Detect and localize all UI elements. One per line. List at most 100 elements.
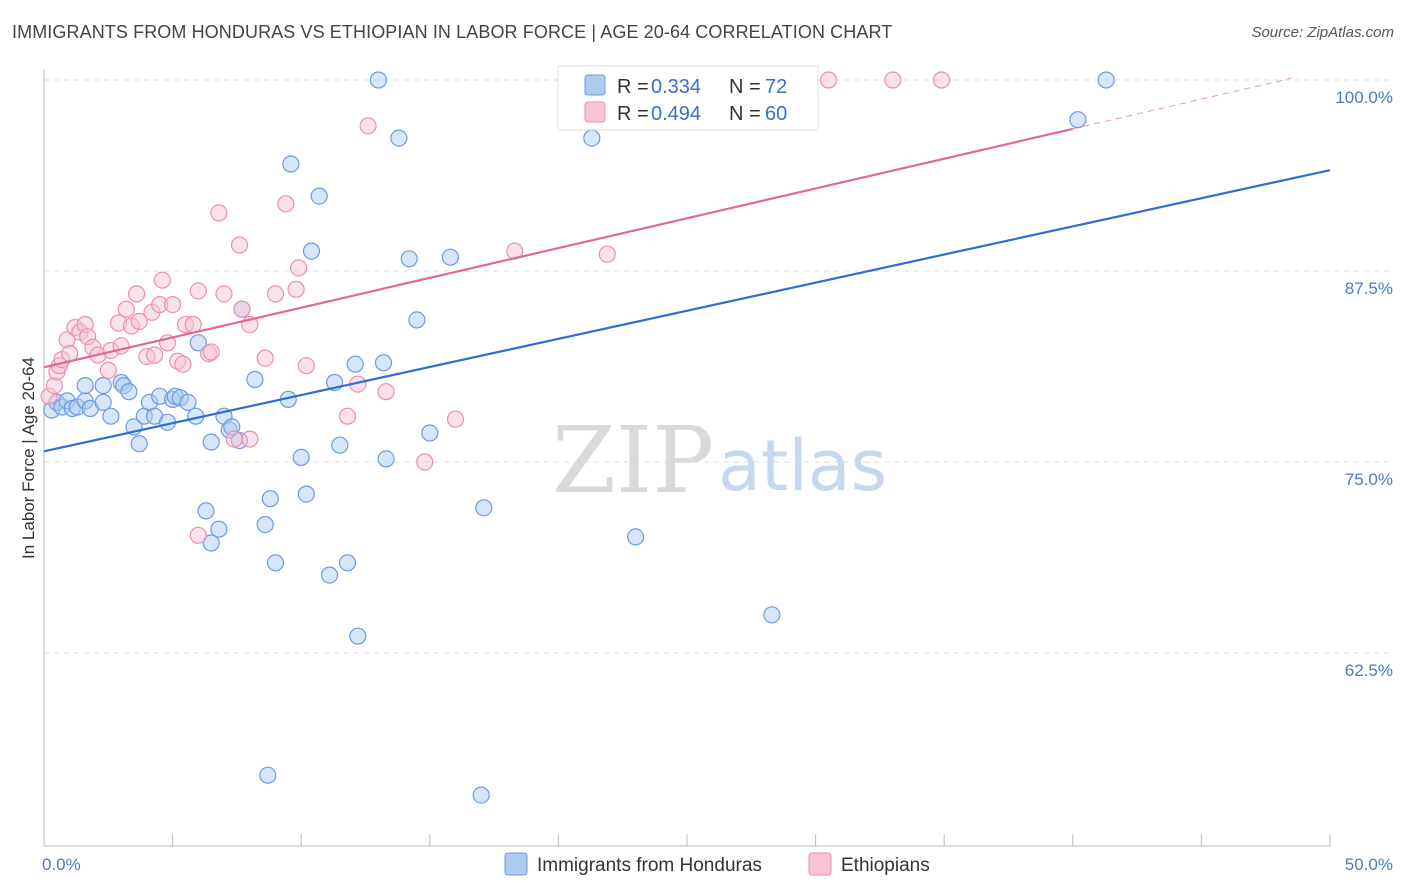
legend-r-value-honduras: 0.334 (651, 76, 701, 98)
y-tick-label-2: 75.0% (1345, 470, 1393, 489)
trend-line-ethiopians-extension (1072, 77, 1292, 130)
honduras-point-55 (374, 354, 393, 372)
y-tick-labels: 100.0% 87.5% 75.0% 62.5% (1335, 88, 1393, 680)
honduras-point-46 (302, 242, 321, 260)
series-legend-label-ethiopians: Ethiopians (841, 855, 930, 876)
ethiopians-point-33 (189, 526, 207, 544)
honduras-point-69 (763, 606, 781, 624)
ethiopians-point-25 (153, 271, 171, 289)
ethiopians-point-56 (598, 245, 616, 263)
honduras-point-28 (197, 502, 215, 520)
x-tick-label-0: 0.0% (42, 855, 81, 874)
honduras-point-9 (94, 377, 112, 395)
ethiopians-point-44 (266, 285, 285, 303)
series-legend-swatch-ethiopians (808, 852, 832, 876)
watermark-atlas: atlas (718, 425, 887, 507)
honduras-point-50 (331, 436, 349, 454)
honduras-point-54 (369, 71, 387, 89)
ethiopians-point-37 (215, 285, 233, 303)
honduras-point-64 (583, 129, 601, 147)
honduras-point-59 (408, 311, 426, 329)
honduras-point-40 (261, 490, 279, 508)
ethiopians-point-32 (189, 282, 207, 300)
ethiopians-point-49 (338, 407, 357, 425)
ethiopians-point-59 (932, 71, 951, 89)
series-legend-swatch-honduras (504, 852, 528, 876)
honduras-point-71 (1097, 71, 1115, 89)
honduras-point-16 (130, 435, 148, 453)
ethiopians-point-57 (819, 71, 838, 89)
y-tick-label-3: 62.5% (1345, 661, 1393, 680)
honduras-point-61 (441, 248, 459, 266)
honduras-point-53 (349, 627, 367, 645)
ethiopians-point-36 (210, 204, 228, 222)
series-legend-label-honduras: Immigrants from Honduras (537, 855, 762, 876)
ethiopians-point-1 (45, 377, 63, 395)
ethiopians-point-51 (359, 117, 377, 135)
legend-n-label-ethiopians: N = (729, 103, 761, 125)
trend-lines (43, 77, 1331, 453)
honduras-point-39 (259, 766, 277, 784)
legend-swatch-honduras (584, 74, 606, 96)
ethiopians-point-27 (164, 296, 182, 314)
source-label: Source: ZipAtlas.com (1251, 24, 1394, 41)
honduras-point-48 (320, 566, 339, 584)
ethiopians-point-17 (117, 300, 135, 318)
ethiopians-point-35 (202, 343, 220, 361)
x-tick-labels: 0.0% 50.0% (42, 855, 1393, 874)
watermark-zip: ZIP (552, 407, 714, 514)
honduras-point-38 (256, 515, 274, 534)
ethiopians-point-39 (230, 236, 249, 254)
ethiopians-point-48 (297, 357, 315, 375)
legend-n-label-honduras: N = (729, 76, 761, 98)
honduras-point-63 (475, 499, 493, 517)
ethiopians-point-52 (377, 383, 395, 401)
honduras-point-62 (472, 786, 490, 804)
ethiopians-point-31 (184, 315, 202, 334)
honduras-point-60 (421, 424, 439, 442)
y-axis-label: In Labor Force | Age 20-64 (19, 357, 38, 559)
legend-n-value-ethiopians: 60 (765, 103, 787, 125)
honduras-point-25 (179, 393, 197, 411)
ethiopians-point-43 (256, 349, 274, 367)
y-tick-label-1: 87.5% (1345, 279, 1393, 298)
honduras-point-52 (346, 355, 364, 373)
ethiopians-point-53 (416, 453, 434, 471)
ethiopians-point-54 (446, 410, 465, 428)
honduras-point-58 (400, 250, 418, 268)
ethiopians-point-47 (290, 259, 308, 277)
legend-n-value-honduras: 72 (765, 76, 787, 98)
honduras-point-29 (202, 534, 220, 552)
series-legend: Immigrants from Honduras Ethiopians (504, 852, 930, 876)
ethiopians-point-13 (99, 361, 117, 379)
ethiopians-point-45 (277, 195, 295, 213)
correlation-legend: R = 0.334 N = 72 R = 0.494 N = 60 (557, 65, 819, 131)
legend-r-value-ethiopians: 0.494 (651, 103, 701, 125)
trend-line-honduras (43, 169, 1331, 453)
series-ethiopians-points (40, 71, 951, 544)
x-tick-label-1: 50.0% (1345, 855, 1393, 874)
honduras-point-70 (1069, 111, 1087, 129)
honduras-point-7 (76, 377, 94, 395)
honduras-point-41 (266, 554, 285, 572)
x-axis-ticks (43, 834, 1331, 846)
ethiopians-point-40 (233, 300, 251, 318)
legend-r-label-honduras: R = (617, 76, 649, 98)
ethiopians-point-46 (287, 280, 305, 298)
honduras-point-37 (246, 370, 264, 389)
honduras-point-45 (297, 485, 315, 503)
honduras-point-56 (377, 450, 395, 468)
honduras-point-43 (282, 155, 300, 173)
gridlines (44, 79, 1394, 654)
ethiopians-point-23 (146, 346, 164, 364)
honduras-point-47 (310, 187, 328, 205)
ethiopians-point-20 (130, 312, 148, 330)
honduras-point-44 (292, 448, 310, 466)
honduras-point-11 (102, 407, 120, 425)
honduras-point-14 (120, 383, 138, 401)
y-tick-label-0: 100.0% (1335, 88, 1393, 107)
ethiopians-point-38 (225, 430, 243, 448)
honduras-point-31 (210, 520, 228, 538)
series-honduras-points (43, 71, 1115, 804)
